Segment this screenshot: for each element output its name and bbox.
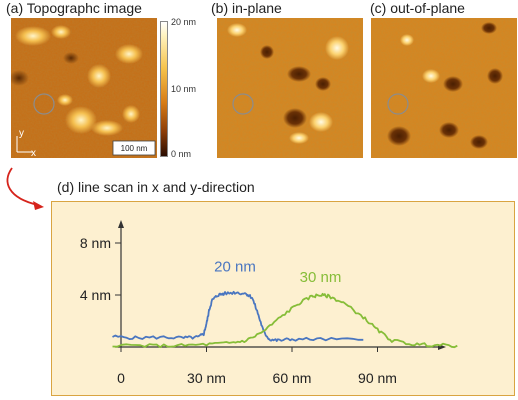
panel-d-title: (d) line scan in x and y-direction xyxy=(57,179,255,195)
red-arrow xyxy=(6,167,44,210)
series-line-1 xyxy=(112,290,364,342)
marker-circle xyxy=(387,93,409,115)
y-axis-label: y xyxy=(19,128,24,139)
marker-circle xyxy=(232,93,254,115)
x-tick-label: 60 nm xyxy=(273,370,312,386)
y-tick-label: 8 nm xyxy=(80,235,111,251)
arrow-head xyxy=(33,201,44,210)
y-tick-label: 4 nm xyxy=(80,287,111,303)
chart-axes xyxy=(115,220,446,352)
x-tick-label: 90 nm xyxy=(358,370,397,386)
x-tick-label: 0 xyxy=(117,370,125,386)
panel-a-title: (a) Topographc image xyxy=(6,0,142,16)
chart-labels: 4 nm 8 nm 0 30 nm 60 nm 90 nm 20 nm 30 nm xyxy=(80,235,397,386)
height-colorbar xyxy=(160,21,168,157)
marker-circle xyxy=(33,93,55,115)
series-label-2: 30 nm xyxy=(300,269,342,286)
line-scan-chart: 4 nm 8 nm 0 30 nm 60 nm 90 nm 20 nm 30 nm xyxy=(80,220,458,386)
line-scan-panel: 4 nm 8 nm 0 30 nm 60 nm 90 nm 20 nm 30 nm xyxy=(51,201,515,396)
series-label-1: 20 nm xyxy=(214,259,256,276)
panel-b-title: (b) in-plane xyxy=(211,0,282,16)
out-of-plane-image xyxy=(371,18,517,158)
chart-series xyxy=(112,290,458,349)
panel-c-title: (c) out-of-plane xyxy=(370,0,465,16)
x-axis-label: x xyxy=(31,148,36,158)
in-plane-image xyxy=(217,18,363,158)
scale-bar-label: 100 nm xyxy=(121,144,148,153)
x-tick-label: 30 nm xyxy=(187,370,226,386)
scale-bar xyxy=(112,140,156,156)
colorbar-min-label: 0 nm xyxy=(171,149,192,159)
colorbar-max-label: 20 nm xyxy=(171,17,197,27)
y-axis-arrowhead xyxy=(118,220,124,228)
colorbar-mid-label: 10 nm xyxy=(171,84,197,94)
topographic-image: 100 nm y x xyxy=(11,18,157,158)
series-line-2 xyxy=(112,292,458,349)
